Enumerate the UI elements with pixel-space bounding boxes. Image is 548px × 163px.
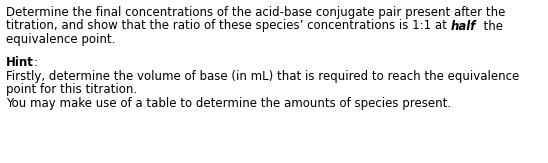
Text: the: the [476, 20, 503, 32]
Text: titration, and show that the ratio of these species’ concentrations is 1:1 at: titration, and show that the ratio of th… [6, 20, 450, 32]
Text: Hint: Hint [6, 57, 34, 69]
Text: point for this titration.: point for this titration. [6, 83, 137, 96]
Text: :: : [34, 57, 38, 69]
Text: Firstly, determine the volume of base (in mL) that is required to reach the equi: Firstly, determine the volume of base (i… [6, 70, 520, 83]
Text: Determine the final concentrations of the acid-base conjugate pair present after: Determine the final concentrations of th… [6, 6, 505, 19]
Text: You may make use of a table to determine the amounts of species present.: You may make use of a table to determine… [6, 97, 451, 110]
Text: half: half [450, 20, 476, 32]
Text: equivalence point.: equivalence point. [6, 33, 116, 46]
